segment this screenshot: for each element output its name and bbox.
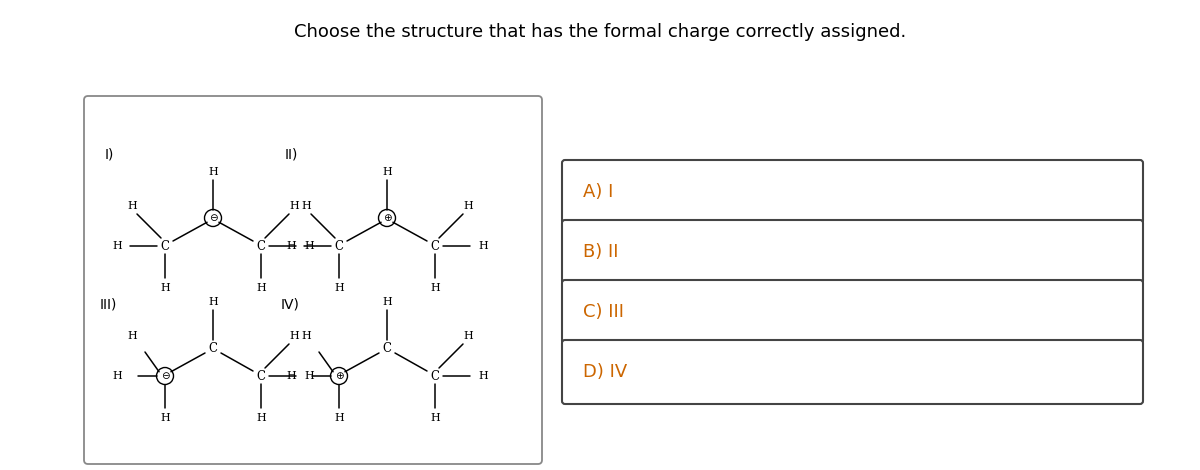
Text: H: H [430,283,440,293]
Text: H: H [334,283,344,293]
Text: H: H [127,331,137,341]
Text: Choose the structure that has the formal charge correctly assigned.: Choose the structure that has the formal… [294,23,906,41]
Text: H: H [113,371,122,381]
Text: D) IV: D) IV [583,363,628,381]
FancyBboxPatch shape [562,160,1142,224]
FancyBboxPatch shape [84,96,542,464]
Text: I): I) [106,148,114,162]
Text: H: H [334,413,344,423]
Text: H: H [160,413,170,423]
Text: C: C [383,342,391,354]
Text: C: C [335,240,343,252]
Text: H: H [304,241,313,251]
Text: H: H [430,413,440,423]
Text: H: H [301,201,311,211]
Text: H: H [256,283,266,293]
Text: H: H [301,331,311,341]
Text: B) II: B) II [583,243,618,261]
Text: H: H [478,371,487,381]
Text: H: H [287,241,296,251]
Text: H: H [478,241,487,251]
Text: C) III: C) III [583,303,624,321]
Text: C: C [431,240,439,252]
Text: H: H [463,331,473,341]
Text: H: H [287,371,296,381]
Text: H: H [289,201,299,211]
Text: H: H [113,241,122,251]
Text: ⊖: ⊖ [209,213,217,223]
Text: ⊕: ⊕ [383,213,391,223]
Text: H: H [208,167,218,177]
Text: C: C [257,369,265,383]
Text: ⊕: ⊕ [335,371,343,381]
FancyBboxPatch shape [562,340,1142,404]
Text: ⊖: ⊖ [161,371,169,381]
Text: III): III) [100,298,118,312]
Text: H: H [256,413,266,423]
Text: H: H [160,283,170,293]
Text: II): II) [286,148,299,162]
Text: C: C [257,240,265,252]
Text: H: H [127,201,137,211]
Text: C: C [431,369,439,383]
FancyBboxPatch shape [562,220,1142,284]
Text: H: H [382,167,392,177]
Text: C: C [161,240,169,252]
Text: H: H [463,201,473,211]
Text: H: H [208,297,218,307]
Text: C: C [209,342,217,354]
Text: A) I: A) I [583,183,613,201]
Text: IV): IV) [281,298,300,312]
Text: H: H [304,371,313,381]
Text: H: H [289,331,299,341]
FancyBboxPatch shape [562,280,1142,344]
Text: H: H [382,297,392,307]
